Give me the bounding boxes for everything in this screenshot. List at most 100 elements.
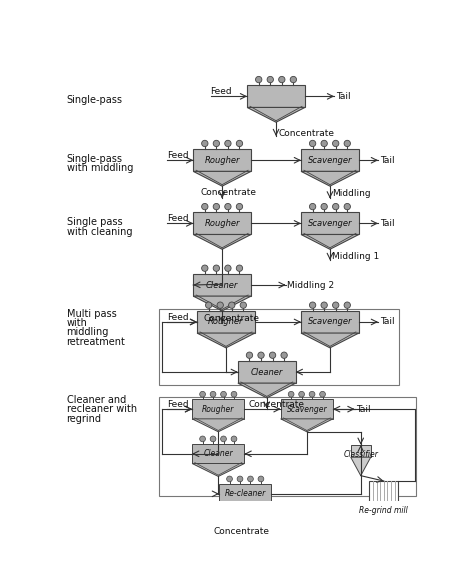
Text: Rougher: Rougher <box>202 405 235 414</box>
Text: Rougher: Rougher <box>204 219 240 228</box>
Circle shape <box>344 140 350 146</box>
Circle shape <box>227 476 232 482</box>
Text: Concentrate: Concentrate <box>201 188 256 197</box>
Polygon shape <box>247 108 305 122</box>
Circle shape <box>225 265 231 271</box>
Bar <box>193 274 251 296</box>
Text: Rougher: Rougher <box>208 318 244 327</box>
Text: Feed: Feed <box>210 87 232 96</box>
Circle shape <box>228 302 235 309</box>
Circle shape <box>290 77 297 83</box>
Circle shape <box>231 391 237 397</box>
Circle shape <box>217 302 223 309</box>
Text: middling: middling <box>66 328 109 337</box>
Text: regrind: regrind <box>66 414 101 424</box>
Text: with cleaning: with cleaning <box>66 226 132 236</box>
Circle shape <box>201 140 208 146</box>
Text: Concentrate: Concentrate <box>248 400 304 409</box>
Circle shape <box>201 203 208 210</box>
Text: recleaner with: recleaner with <box>66 404 137 414</box>
Circle shape <box>236 203 243 210</box>
Circle shape <box>225 203 231 210</box>
Circle shape <box>220 391 227 397</box>
Text: Re-cleaner: Re-cleaner <box>225 489 266 498</box>
Circle shape <box>225 140 231 146</box>
Text: Feed: Feed <box>167 400 188 409</box>
Text: Middling: Middling <box>332 189 371 198</box>
Text: Multi pass: Multi pass <box>66 309 116 319</box>
Polygon shape <box>301 235 359 249</box>
Circle shape <box>213 140 219 146</box>
Polygon shape <box>193 171 251 186</box>
Polygon shape <box>301 171 359 186</box>
Bar <box>219 484 272 503</box>
Circle shape <box>236 265 243 271</box>
Polygon shape <box>238 383 296 398</box>
Circle shape <box>333 140 339 146</box>
Circle shape <box>333 203 339 210</box>
Polygon shape <box>197 333 255 348</box>
Circle shape <box>310 140 316 146</box>
Bar <box>193 212 251 235</box>
Bar <box>197 311 255 333</box>
Circle shape <box>321 203 328 210</box>
Circle shape <box>237 476 243 482</box>
Text: Concentrate: Concentrate <box>278 128 334 137</box>
Circle shape <box>288 391 294 397</box>
Circle shape <box>267 77 273 83</box>
Text: Feed: Feed <box>167 313 188 322</box>
Bar <box>159 397 416 495</box>
Polygon shape <box>281 419 333 432</box>
Text: Concentrate: Concentrate <box>204 314 260 323</box>
Text: Single pass: Single pass <box>66 217 122 227</box>
Circle shape <box>344 203 350 210</box>
Text: Cleaner: Cleaner <box>251 368 283 377</box>
Circle shape <box>231 436 237 442</box>
Text: with: with <box>66 318 88 328</box>
Circle shape <box>200 436 205 442</box>
Circle shape <box>281 352 287 359</box>
Text: Feed: Feed <box>167 215 188 224</box>
Circle shape <box>258 352 264 359</box>
Circle shape <box>210 391 216 397</box>
Circle shape <box>258 476 264 482</box>
Polygon shape <box>193 235 251 249</box>
Text: Tail: Tail <box>380 318 394 327</box>
Text: Middling 1: Middling 1 <box>332 252 380 261</box>
Polygon shape <box>193 296 251 311</box>
Text: Re-grind mill: Re-grind mill <box>359 506 408 515</box>
Circle shape <box>333 302 339 309</box>
Text: Scavenger: Scavenger <box>308 318 352 327</box>
Bar <box>192 399 245 419</box>
Circle shape <box>321 302 328 309</box>
Circle shape <box>310 302 316 309</box>
Circle shape <box>309 391 315 397</box>
Circle shape <box>200 391 205 397</box>
Circle shape <box>210 436 216 442</box>
Text: Concentrate: Concentrate <box>213 528 269 537</box>
Circle shape <box>255 77 262 83</box>
Text: Tail: Tail <box>336 92 350 101</box>
Bar <box>192 444 245 463</box>
Text: Single-pass: Single-pass <box>66 154 123 164</box>
Circle shape <box>269 352 276 359</box>
Circle shape <box>321 140 328 146</box>
Circle shape <box>246 352 253 359</box>
Circle shape <box>201 265 208 271</box>
Bar <box>301 149 359 171</box>
Circle shape <box>236 140 243 146</box>
Text: Tail: Tail <box>380 156 394 165</box>
Polygon shape <box>351 457 371 476</box>
Text: Cleaner and: Cleaner and <box>66 395 126 405</box>
Circle shape <box>319 391 326 397</box>
Bar <box>247 85 305 108</box>
Circle shape <box>206 302 212 309</box>
Text: Classifier: Classifier <box>343 450 378 459</box>
Bar <box>193 149 251 171</box>
Bar <box>369 481 399 504</box>
Polygon shape <box>219 503 272 516</box>
Circle shape <box>247 476 253 482</box>
Text: Cleaner: Cleaner <box>203 449 233 458</box>
Polygon shape <box>192 419 245 432</box>
Bar <box>238 361 296 383</box>
